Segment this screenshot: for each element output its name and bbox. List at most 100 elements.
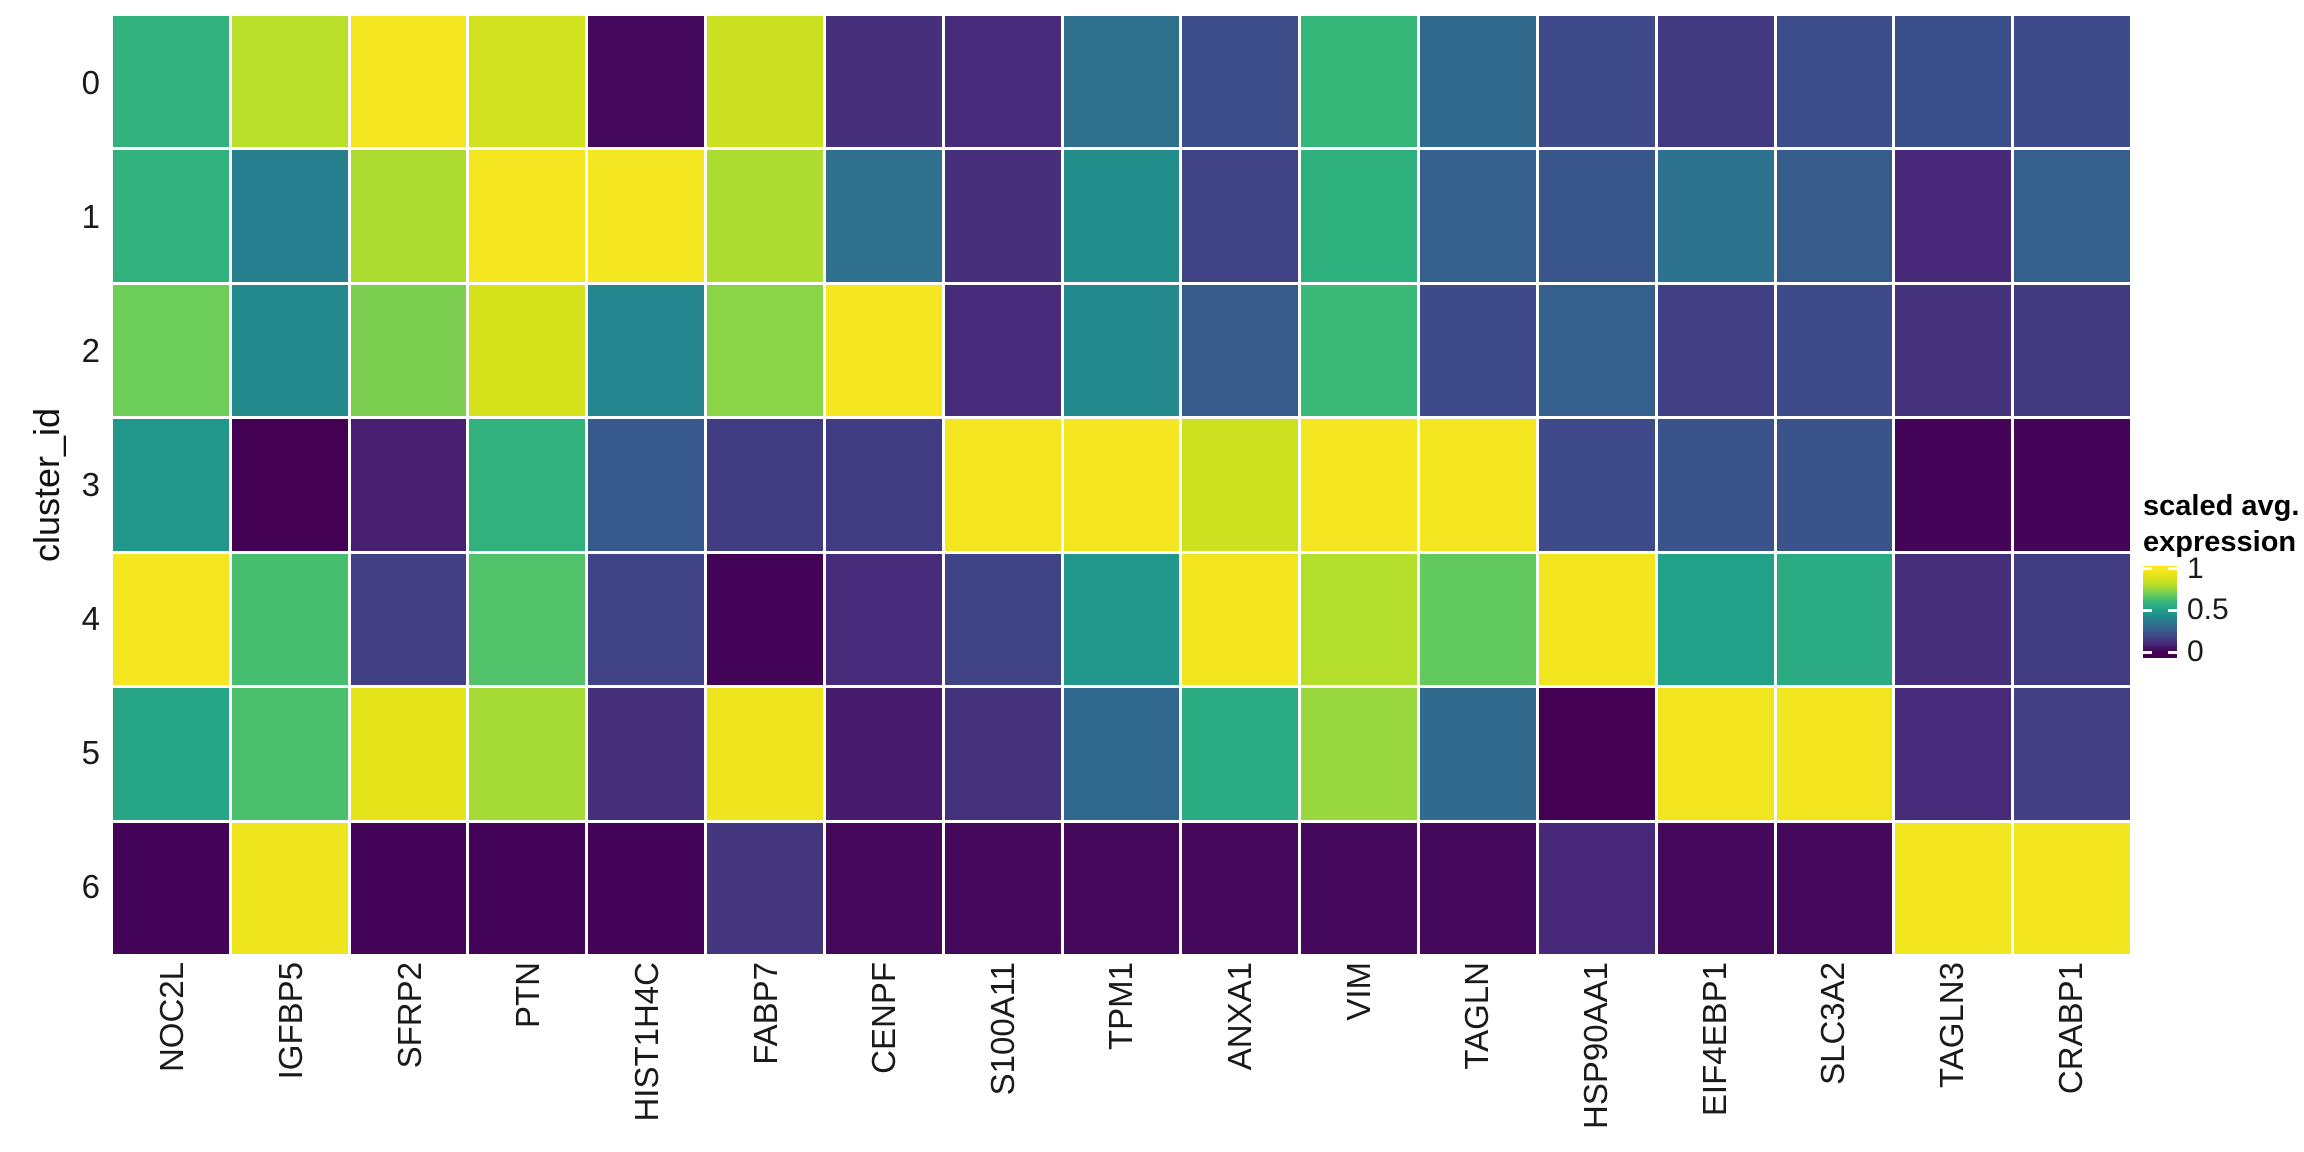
- heatmap-cell-CENPF-cluster3: [825, 419, 942, 551]
- heatmap-cell-VIM-cluster2: [1301, 284, 1418, 417]
- heatmap-cell-SFRP2-cluster5: [350, 688, 467, 820]
- heatmap-cell-HIST1H4C-cluster3: [588, 419, 705, 551]
- legend-title: scaled avg. expression: [2143, 488, 2304, 560]
- heatmap-cell-TAGLN-cluster0: [1420, 16, 1536, 148]
- heatmap-cell-NOC2L-cluster5: [113, 688, 229, 820]
- heatmap-cell-EIF4EBP1-cluster0: [1657, 16, 1774, 148]
- x-tick-label-VIM: VIM: [1339, 962, 1377, 1021]
- heatmap-cell-ANXA1-cluster0: [1182, 16, 1299, 148]
- heatmap-cell-PTN-cluster5: [469, 688, 586, 820]
- x-tick-TAGLN3: TAGLN3: [1893, 962, 2012, 1148]
- heatmap-cell-CENPF-cluster2: [825, 284, 942, 417]
- heatmap-cell-EIF4EBP1-cluster5: [1657, 688, 1774, 820]
- heatmap-cell-TAGLN3-cluster1: [1895, 150, 2012, 282]
- x-tick-label-HIST1H4C: HIST1H4C: [627, 962, 665, 1122]
- y-tick-label-1: 1: [81, 198, 100, 235]
- heatmap-cell-TAGLN3-cluster3: [1895, 419, 2012, 551]
- heatmap-cell-SFRP2-cluster6: [350, 822, 467, 954]
- legend-tick-label-0.5: 0.5: [2187, 593, 2229, 627]
- heatmap-cell-VIM-cluster1: [1301, 150, 1418, 282]
- heatmap-cell-HIST1H4C-cluster4: [588, 553, 705, 686]
- heatmap-cell-NOC2L-cluster3: [113, 419, 229, 551]
- x-tick-PTN: PTN: [469, 962, 588, 1148]
- heatmap-cell-HSP90AA1-cluster1: [1538, 150, 1655, 282]
- y-tick-label-0: 0: [81, 64, 100, 101]
- heatmap-cell-TPM1-cluster1: [1063, 150, 1180, 282]
- heatmap-cell-IGFBP5-cluster0: [231, 16, 348, 148]
- heatmap-cell-CENPF-cluster1: [825, 150, 942, 282]
- heatmap-cell-S100A11-cluster1: [944, 150, 1061, 282]
- y-tick-label-3: 3: [81, 466, 100, 503]
- heatmap-cell-IGFBP5-cluster1: [231, 150, 348, 282]
- x-tick-label-SLC3A2: SLC3A2: [1814, 962, 1852, 1085]
- heatmap-cell-SLC3A2-cluster5: [1776, 688, 1893, 820]
- heatmap-cell-CRABP1-cluster0: [2014, 16, 2130, 148]
- heatmap-cell-SFRP2-cluster2: [350, 284, 467, 417]
- heatmap-cell-VIM-cluster0: [1301, 16, 1418, 148]
- heatmap-cell-ANXA1-cluster2: [1182, 284, 1299, 417]
- heatmap-cell-PTN-cluster0: [469, 16, 586, 148]
- heatmap-cell-ANXA1-cluster6: [1182, 822, 1299, 954]
- heatmap-cell-IGFBP5-cluster2: [231, 284, 348, 417]
- heatmap-cell-CRABP1-cluster2: [2014, 284, 2130, 417]
- heatmap-cell-TAGLN3-cluster6: [1895, 822, 2012, 954]
- x-tick-label-NOC2L: NOC2L: [153, 962, 191, 1073]
- heatmap-cell-CRABP1-cluster3: [2014, 419, 2130, 551]
- x-tick-label-CENPF: CENPF: [865, 962, 903, 1074]
- x-tick-SLC3A2: SLC3A2: [1774, 962, 1893, 1148]
- x-tick-EIF4EBP1: EIF4EBP1: [1655, 962, 1774, 1148]
- legend-tickmark-1: [2143, 567, 2152, 571]
- heatmap-cell-HIST1H4C-cluster1: [588, 150, 705, 282]
- heatmap-cell-SFRP2-cluster0: [350, 16, 467, 148]
- x-tick-label-TAGLN: TAGLN: [1458, 962, 1496, 1070]
- heatmap-cell-VIM-cluster3: [1301, 419, 1418, 551]
- x-tick-TAGLN: TAGLN: [1418, 962, 1537, 1148]
- x-tick-label-SFRP2: SFRP2: [390, 962, 428, 1069]
- x-tick-NOC2L: NOC2L: [113, 962, 232, 1148]
- legend-tickmark-0.5: [2168, 608, 2177, 612]
- heatmap-cell-CRABP1-cluster6: [2014, 822, 2130, 954]
- heatmap-cell-S100A11-cluster2: [944, 284, 1061, 417]
- legend-colorbar: [2143, 566, 2177, 658]
- heatmap-cell-TPM1-cluster0: [1063, 16, 1180, 148]
- heatmap-cell-PTN-cluster4: [469, 553, 586, 686]
- x-tick-HSP90AA1: HSP90AA1: [1537, 962, 1656, 1148]
- y-tick-label-5: 5: [81, 734, 100, 771]
- heatmap-cell-IGFBP5-cluster5: [231, 688, 348, 820]
- heatmap-cell-TAGLN3-cluster2: [1895, 284, 2012, 417]
- x-tick-label-S100A11: S100A11: [983, 962, 1021, 1096]
- heatmap-cell-ANXA1-cluster5: [1182, 688, 1299, 820]
- heatmap-cell-EIF4EBP1-cluster4: [1657, 553, 1774, 686]
- legend-title-line2: expression: [2143, 526, 2297, 558]
- heatmap-cell-TAGLN-cluster6: [1420, 822, 1536, 954]
- heatmap-cell-FABP7-cluster4: [707, 553, 823, 686]
- heatmap-cell-SFRP2-cluster3: [350, 419, 467, 551]
- heatmap-cell-TAGLN3-cluster0: [1895, 16, 2012, 148]
- heatmap-cell-FABP7-cluster1: [707, 150, 823, 282]
- x-tick-label-EIF4EBP1: EIF4EBP1: [1695, 962, 1733, 1117]
- heatmap-cell-HIST1H4C-cluster6: [588, 822, 705, 954]
- heatmap-cell-TAGLN-cluster5: [1420, 688, 1536, 820]
- heatmap-cell-SLC3A2-cluster2: [1776, 284, 1893, 417]
- heatmap-cell-VIM-cluster6: [1301, 822, 1418, 954]
- heatmap-cell-CENPF-cluster5: [825, 688, 942, 820]
- x-axis-tick-labels: NOC2L IGFBP5 SFRP2 PTN HIST1H4C FABP7 CENPF S10…: [113, 962, 2130, 1148]
- heatmap-cell-SLC3A2-cluster0: [1776, 16, 1893, 148]
- heatmap-cell-SLC3A2-cluster6: [1776, 822, 1893, 954]
- heatmap-cell-CENPF-cluster6: [825, 822, 942, 954]
- heatmap-cell-CENPF-cluster0: [825, 16, 942, 148]
- heatmap-cell-IGFBP5-cluster4: [231, 553, 348, 686]
- heatmap-cell-ANXA1-cluster1: [1182, 150, 1299, 282]
- heatmap-cell-SFRP2-cluster4: [350, 553, 467, 686]
- heatmap-cell-HSP90AA1-cluster5: [1538, 688, 1655, 820]
- heatmap-cell-TAGLN-cluster3: [1420, 419, 1536, 551]
- heatmap-cell-SFRP2-cluster1: [350, 150, 467, 282]
- y-tick-label-2: 2: [81, 332, 100, 369]
- heatmap-cell-ANXA1-cluster3: [1182, 419, 1299, 551]
- legend-tick-label-0: 0: [2187, 635, 2204, 668]
- legend-tickmark-1: [2168, 567, 2177, 571]
- heatmap-cell-FABP7-cluster2: [707, 284, 823, 417]
- x-tick-label-CRABP1: CRABP1: [2051, 962, 2089, 1095]
- heatmap-cell-NOC2L-cluster2: [113, 284, 229, 417]
- legend-tickmark-0: [2168, 650, 2177, 654]
